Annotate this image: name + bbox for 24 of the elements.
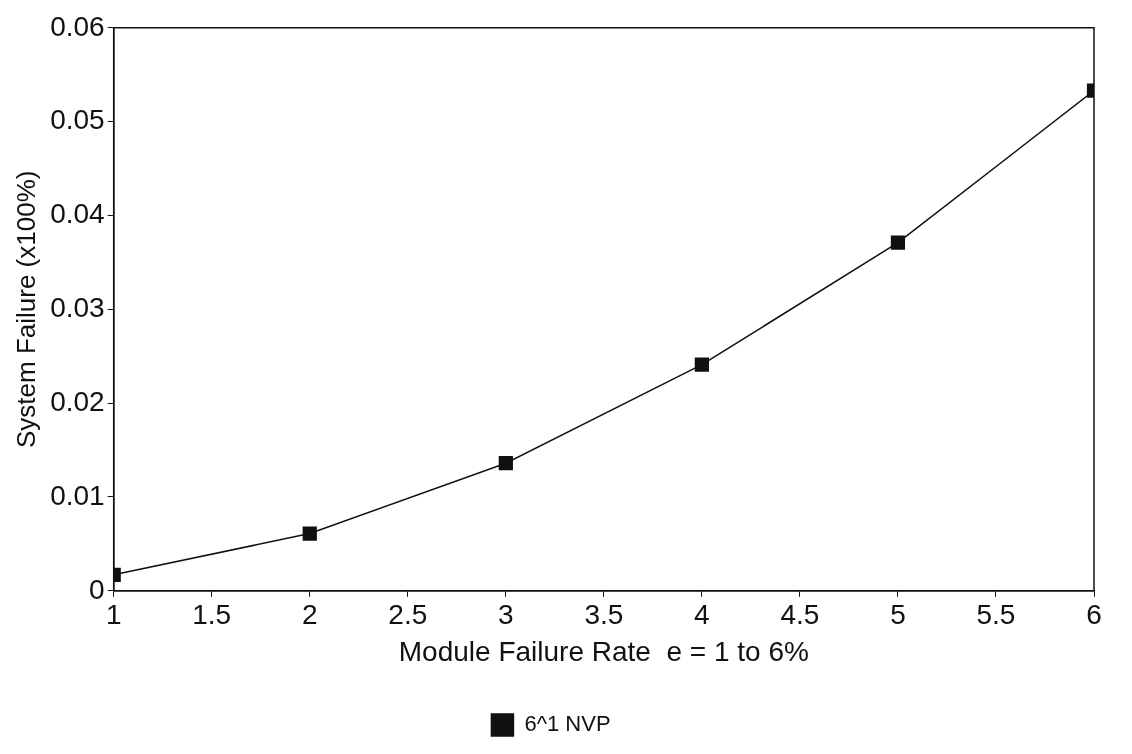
- point: [498, 456, 513, 471]
- x-tick-label: 6: [1086, 599, 1102, 631]
- x-tick-label: 4.5: [780, 599, 820, 631]
- y-tick-label: 0.05: [50, 104, 105, 136]
- x-tick-label: 3.5: [584, 599, 624, 631]
- point: [694, 357, 709, 372]
- point: [302, 526, 317, 541]
- y-tick-label: 0: [89, 573, 105, 605]
- legend-label: 6^1 NVP: [524, 711, 611, 737]
- y-tick-label: 0.01: [50, 479, 105, 511]
- x-tick-label: 4: [694, 599, 710, 631]
- x-tick-label: 2: [301, 599, 318, 631]
- y-axis-title: System Failure (x100%): [10, 170, 41, 449]
- y-tick-label: 0.04: [50, 198, 105, 230]
- x-tick-label: 5.5: [976, 599, 1016, 631]
- x-axis-title: Module Failure Rate e = 1 to 6%: [398, 635, 809, 667]
- x-tick-label: 3: [498, 599, 514, 631]
- y-tick-label: 0.02: [50, 385, 105, 417]
- x-tick-label: 2.5: [388, 599, 428, 631]
- x-tick-label: 1.5: [192, 599, 232, 631]
- y-tick-label: 0.03: [50, 292, 105, 324]
- x-tick-label: 1: [105, 599, 122, 631]
- x-tick-label: 5: [890, 599, 906, 631]
- y-tick-label: 0.06: [50, 10, 105, 42]
